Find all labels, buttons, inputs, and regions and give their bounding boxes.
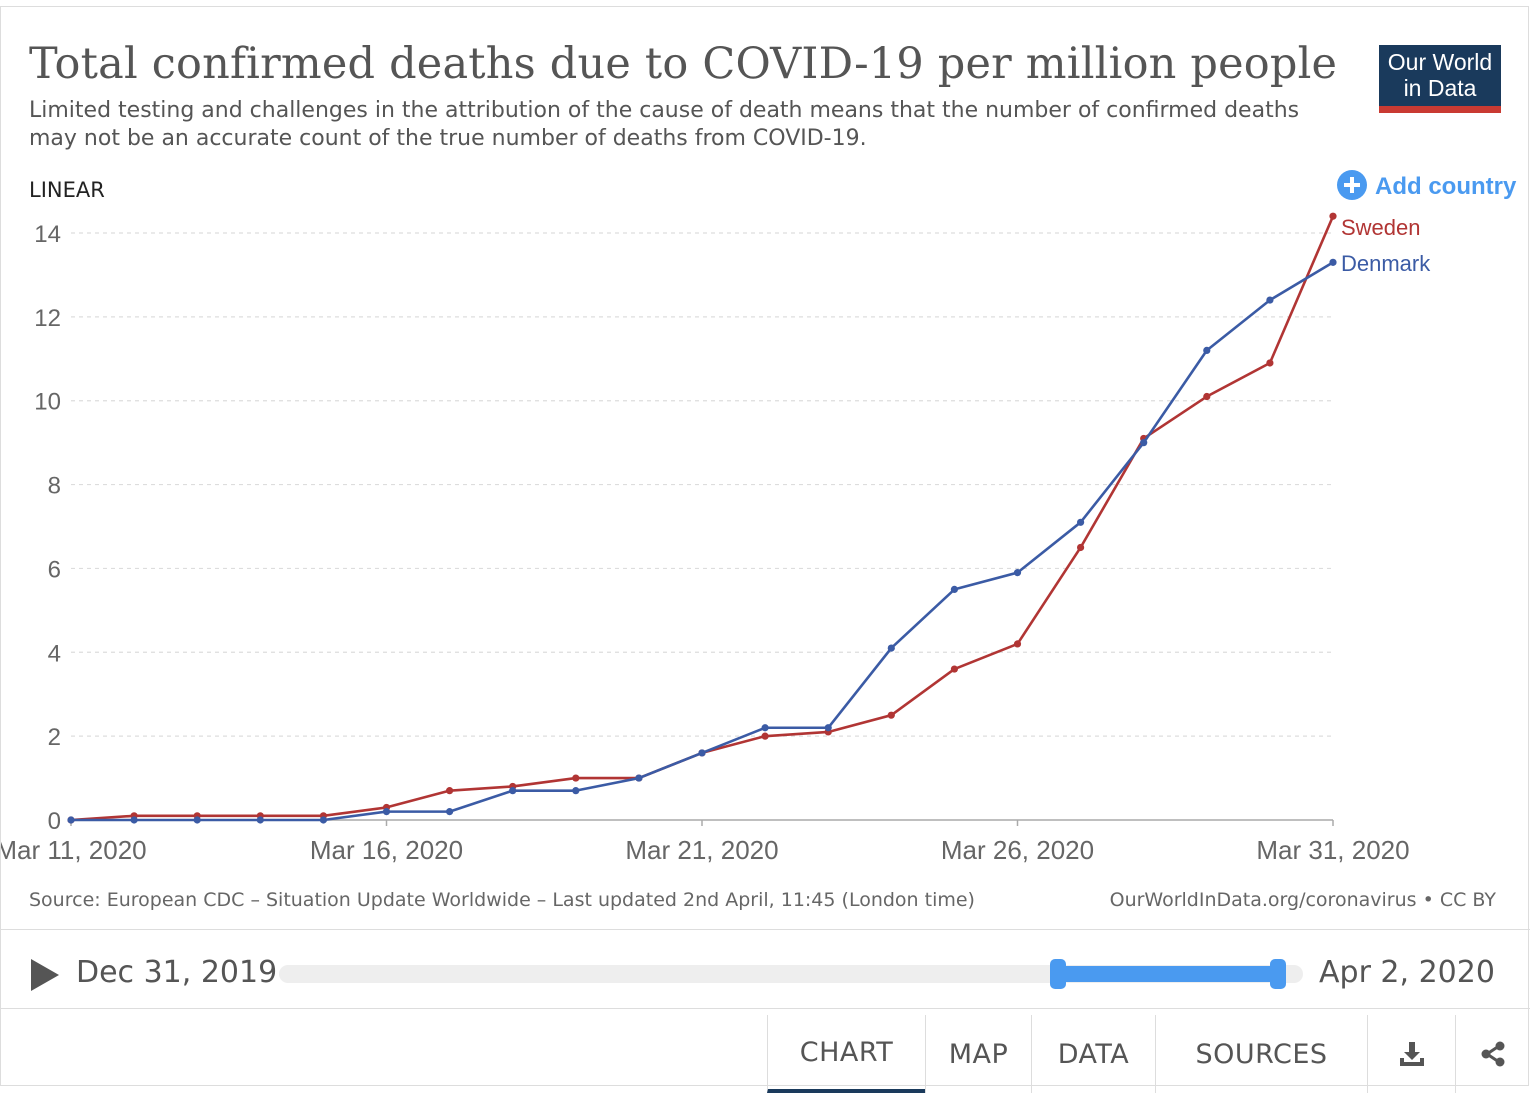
data-point-sweden[interactable] <box>446 787 454 795</box>
timeline-start-label: Dec 31, 2019 <box>76 955 278 990</box>
data-point-denmark[interactable] <box>1203 346 1211 354</box>
logo-line2: in Data <box>1403 75 1477 101</box>
series-lines <box>67 212 1337 824</box>
tab-map[interactable]: MAP <box>925 1015 1031 1093</box>
tab-map-label: MAP <box>948 1038 1009 1070</box>
page-subtitle: Limited testing and challenges in the at… <box>29 98 1300 151</box>
timeline-selected-range[interactable] <box>1057 966 1279 982</box>
data-point-denmark[interactable] <box>193 816 201 824</box>
y-tick-label: 10 <box>34 389 61 416</box>
y-tick-label: 2 <box>48 724 61 751</box>
data-point-sweden[interactable] <box>887 711 895 719</box>
divider <box>1 929 1530 930</box>
y-tick-label: 14 <box>34 221 61 248</box>
play-icon[interactable] <box>31 959 59 991</box>
data-point-denmark[interactable] <box>256 816 264 824</box>
grid-lines <box>71 232 1333 737</box>
data-point-sweden[interactable] <box>1329 212 1337 220</box>
data-point-denmark[interactable] <box>319 816 327 824</box>
add-country-button[interactable]: Add country <box>1337 170 1517 200</box>
data-point-denmark[interactable] <box>572 787 580 795</box>
data-point-sweden[interactable] <box>950 665 959 673</box>
data-point-denmark[interactable] <box>130 816 138 824</box>
data-point-denmark[interactable] <box>1266 296 1274 304</box>
data-point-denmark[interactable] <box>950 585 959 593</box>
data-point-denmark[interactable] <box>635 774 643 782</box>
timeline: Dec 31, 2019 Apr 2, 2020 <box>1 937 1530 1013</box>
y-tick-label: 4 <box>48 640 61 667</box>
source-url[interactable]: OurWorldInData.org/coronavirus • CC BY <box>1109 889 1496 911</box>
data-point-sweden[interactable] <box>1077 543 1085 552</box>
add-country-label: Add country <box>1375 173 1517 200</box>
legend: Sweden Denmark <box>1341 215 1431 276</box>
tab-sources[interactable]: SOURCES <box>1155 1015 1367 1093</box>
line-chart: LINEAR Add country 0 2 4 6 8 10 12 14 Mar 11, 2… <box>1 170 1517 865</box>
download-button[interactable] <box>1367 1015 1455 1093</box>
tab-bar: CHART MAP DATA SOURCES <box>1 1015 1530 1093</box>
y-tick-label: 6 <box>48 556 61 583</box>
plus-icon-v <box>1350 177 1354 193</box>
data-point-denmark[interactable] <box>509 787 517 795</box>
data-point-denmark[interactable] <box>824 724 832 732</box>
data-point-denmark[interactable] <box>1329 258 1337 266</box>
tab-data-label: DATA <box>1057 1038 1130 1070</box>
timeline-end-label: Apr 2, 2020 <box>1319 955 1495 990</box>
legend-label-sweden[interactable]: Sweden <box>1341 215 1421 240</box>
logo-line1: Our World <box>1387 49 1493 75</box>
data-point-denmark[interactable] <box>698 749 706 757</box>
x-tick-label: Mar 16, 2020 <box>310 835 463 865</box>
x-tick-label: Mar 26, 2020 <box>941 835 1094 865</box>
x-tick-label: Mar 21, 2020 <box>625 835 778 865</box>
tab-chart-label: CHART <box>799 1036 894 1068</box>
source-note: Source: European CDC – Situation Update … <box>29 889 975 911</box>
data-point-sweden[interactable] <box>1203 392 1211 401</box>
tab-chart[interactable]: CHART <box>767 1015 925 1093</box>
data-point-denmark[interactable] <box>887 644 895 652</box>
data-point-denmark[interactable] <box>1077 518 1085 526</box>
data-point-denmark[interactable] <box>1140 439 1148 447</box>
download-icon <box>1399 1042 1424 1066</box>
timeline-start-handle[interactable] <box>1050 959 1066 989</box>
chart-frame: Total confirmed deaths due to COVID-19 p… <box>0 6 1530 1093</box>
data-point-sweden[interactable] <box>1266 359 1274 367</box>
data-point-denmark[interactable] <box>761 724 769 732</box>
timeline-end-handle[interactable] <box>1270 959 1286 989</box>
y-tick-label: 0 <box>48 808 61 835</box>
data-point-denmark[interactable] <box>1013 569 1022 577</box>
page-title: Total confirmed deaths due to COVID-19 p… <box>29 39 1338 89</box>
x-tick-label: Mar 11, 2020 <box>1 835 147 865</box>
data-point-sweden[interactable] <box>761 732 769 740</box>
share-icon <box>1481 1041 1505 1067</box>
divider <box>1 1008 1530 1009</box>
y-tick-label: 12 <box>34 305 61 332</box>
series-line-sweden[interactable] <box>70 215 1335 822</box>
data-point-denmark[interactable] <box>446 808 454 816</box>
data-point-sweden[interactable] <box>1013 640 1022 648</box>
y-axis: 0 2 4 6 8 10 12 14 <box>34 221 61 835</box>
x-tick-label: Mar 31, 2020 <box>1256 835 1409 865</box>
scale-toggle[interactable]: LINEAR <box>29 178 105 202</box>
data-point-sweden[interactable] <box>572 774 580 782</box>
data-point-denmark[interactable] <box>67 816 75 824</box>
legend-label-denmark[interactable]: Denmark <box>1341 251 1431 276</box>
y-tick-label: 8 <box>48 473 61 500</box>
x-axis: Mar 11, 2020 Mar 16, 2020 Mar 21, 2020 Mar … <box>1 819 1410 865</box>
tab-sources-label: SOURCES <box>1195 1038 1328 1070</box>
data-point-denmark[interactable] <box>382 808 391 816</box>
share-button[interactable] <box>1455 1015 1530 1093</box>
tab-data[interactable]: DATA <box>1031 1015 1155 1093</box>
owid-logo[interactable]: Our World in Data <box>1379 45 1501 113</box>
timeline-track[interactable] <box>279 965 1303 983</box>
